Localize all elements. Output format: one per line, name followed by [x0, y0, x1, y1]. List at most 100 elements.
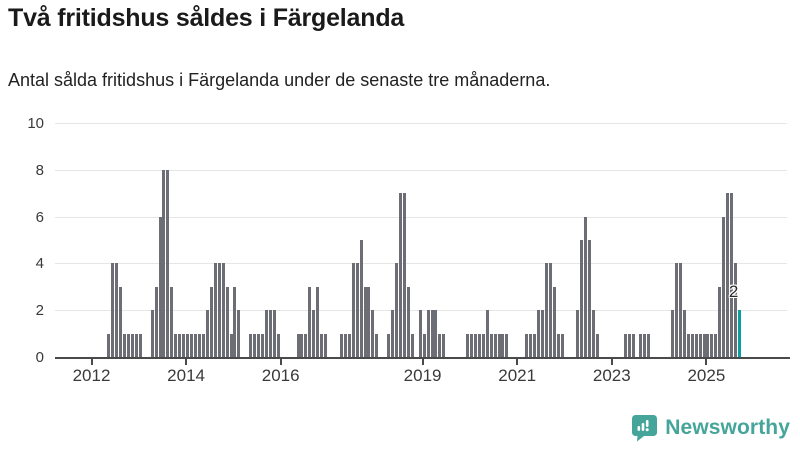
- bar-month-98: [493, 333, 497, 357]
- bar-month-50: [304, 333, 308, 357]
- bar-month-0: [107, 333, 111, 357]
- bar-month-115: [560, 333, 564, 357]
- bar-month-52: [312, 310, 316, 357]
- bar-month-147: [686, 333, 690, 357]
- y-axis-label-2: 2: [35, 302, 44, 320]
- bar-month-131: [623, 333, 627, 357]
- bar-month-94: [477, 333, 481, 357]
- bar-month-93: [473, 333, 477, 357]
- bar-month-120: [580, 240, 584, 357]
- bar-month-30: [225, 286, 229, 357]
- bar-month-21: [190, 333, 193, 357]
- x-tick-2012: [90, 359, 93, 365]
- bar-month-76: [406, 286, 410, 357]
- bar-month-81: [426, 310, 430, 357]
- bar-month-49: [300, 333, 304, 357]
- bar-month-79: [418, 310, 422, 357]
- bar-month-137: [647, 333, 651, 357]
- bar-month-148: [690, 333, 694, 357]
- bar-month-114: [556, 333, 560, 357]
- bar-month-124: [596, 333, 599, 357]
- gridline-y10: [55, 123, 787, 124]
- y-axis-label-10: 10: [27, 115, 44, 132]
- newsworthy-watermark[interactable]: Newsworthy: [631, 414, 790, 442]
- bar-month-62: [351, 263, 355, 357]
- bar-month-135: [639, 333, 643, 357]
- bar-month-37: [253, 333, 257, 357]
- bar-month-158: [730, 193, 733, 357]
- bar-month-55: [324, 333, 328, 357]
- bar-month-92: [469, 333, 473, 357]
- x-tick-2019: [421, 359, 424, 365]
- bar-month-63: [355, 263, 359, 357]
- bar-month-28: [217, 263, 221, 357]
- bar-month-26: [209, 286, 213, 357]
- bar-month-101: [505, 333, 509, 357]
- bar-month-54: [320, 333, 324, 357]
- x-tick-2025: [705, 359, 708, 365]
- y-axis-label-8: 8: [35, 161, 44, 179]
- bar-month-145: [678, 263, 682, 357]
- bar-month-72: [391, 310, 395, 357]
- x-axis-label-2012: 2012: [72, 366, 111, 385]
- bar-month-82: [430, 310, 434, 357]
- bar-month-108: [533, 333, 536, 357]
- bar-month-38: [257, 333, 261, 357]
- bar-month-23: [197, 333, 201, 357]
- bar-month-119: [576, 310, 580, 357]
- bar-month-53: [316, 286, 320, 357]
- newsworthy-wordmark: Newsworthy: [665, 416, 790, 439]
- bar-month-74: [398, 193, 402, 357]
- bar-month-48: [296, 333, 300, 357]
- bar-month-113: [552, 286, 556, 357]
- bar-month-3: [119, 286, 123, 357]
- bar-month-96: [485, 310, 489, 357]
- bar-month-75: [402, 193, 406, 357]
- gridline-y6: [55, 216, 787, 218]
- bar-month-83: [434, 310, 438, 357]
- bar-month-136: [643, 333, 647, 357]
- bar-month-107: [529, 333, 532, 357]
- bar-month-146: [682, 310, 686, 357]
- bar-month-5: [127, 333, 130, 357]
- bar-month-13: [158, 216, 162, 357]
- gridline-y4: [55, 263, 787, 265]
- x-axis-label-2023: 2023: [592, 366, 631, 385]
- bar-month-66: [367, 286, 371, 357]
- bar-month-156: [722, 216, 726, 357]
- bar-month-65: [363, 286, 367, 357]
- x-axis-line: [55, 357, 790, 359]
- bar-month-121: [584, 216, 588, 357]
- bar-month-7: [134, 333, 138, 357]
- bar-month-133: [631, 333, 635, 357]
- y-axis-label-6: 6: [35, 208, 44, 226]
- bar-month-20: [186, 333, 190, 357]
- bar-month-84: [438, 333, 442, 357]
- newsworthy-speech-bubble-chart-icon: [631, 414, 658, 442]
- bar-month-22: [194, 333, 197, 357]
- bar-month-68: [375, 333, 379, 357]
- bar-month-77: [410, 333, 414, 357]
- bar-month-19: [182, 333, 186, 357]
- x-tick-2014: [185, 359, 188, 365]
- bar-month-42: [272, 310, 276, 357]
- bar-month-85: [442, 333, 446, 357]
- bar-month-59: [339, 333, 343, 357]
- bar-month-110: [540, 310, 544, 357]
- gridline-y8: [55, 169, 787, 171]
- bar-month-64: [359, 240, 363, 357]
- bar-month-2: [115, 263, 119, 357]
- x-axis-label-2025: 2025: [687, 366, 726, 385]
- bar-month-61: [347, 333, 351, 357]
- bar-month-91: [466, 333, 469, 357]
- bar-month-4: [123, 333, 126, 357]
- bar-month-39: [261, 333, 264, 357]
- bar-month-155: [718, 286, 722, 357]
- y-axis-label-4: 4: [35, 255, 44, 273]
- y-axis-label-0: 0: [35, 349, 44, 366]
- chart-subtitle: Antal sålda fritidshus i Färgelanda unde…: [8, 70, 551, 90]
- bar-month-143: [670, 310, 674, 357]
- bar-month-150: [698, 333, 702, 357]
